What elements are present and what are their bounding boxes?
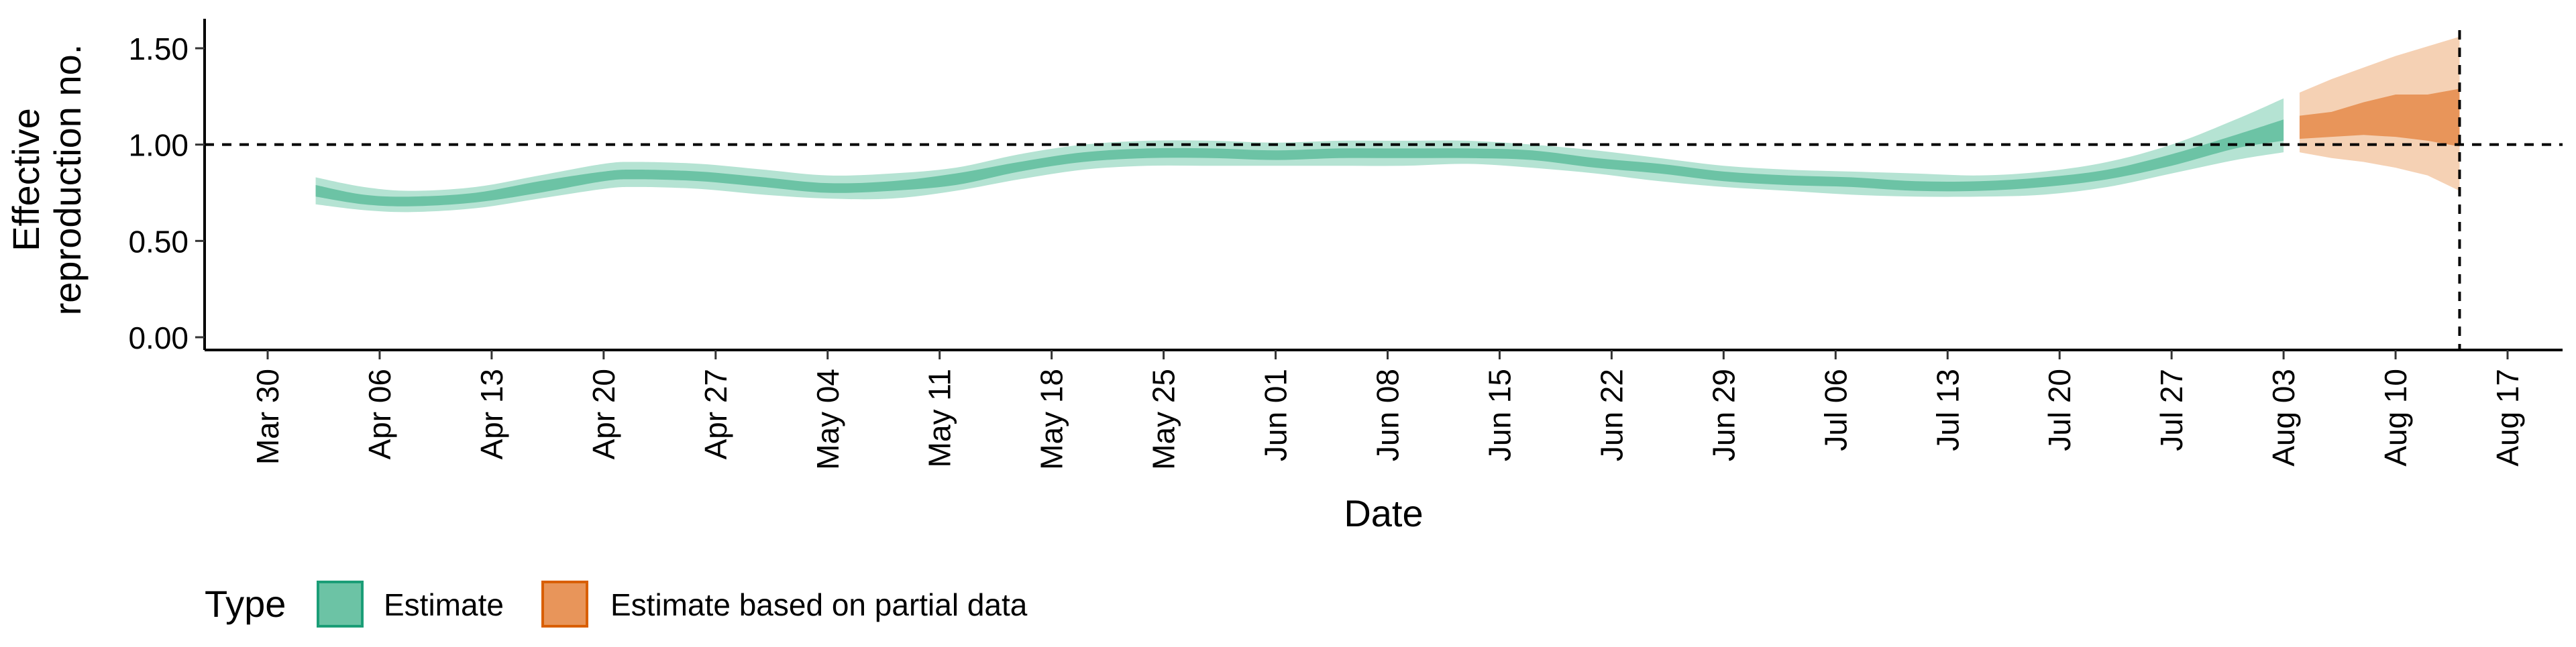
x-axis-title: Date (1344, 492, 1423, 534)
x-tick-label: May 18 (1034, 369, 1069, 470)
estimate-band-50 (315, 119, 2284, 207)
legend-label-estimate: Estimate (384, 587, 504, 622)
legend: Type Estimate Estimate based on partial da… (205, 581, 1028, 628)
x-tick-label: Jun 15 (1482, 369, 1517, 461)
y-tick-label: 0.50 (128, 224, 189, 259)
y-tick-label: 1.50 (128, 32, 189, 66)
y-axis-title-line: reproduction no. (46, 44, 89, 316)
x-tick-label: Apr 27 (698, 369, 733, 460)
x-tick-label: Jun 08 (1371, 369, 1405, 461)
legend-label-partial: Estimate based on partial data (610, 587, 1028, 622)
x-tick-label: May 25 (1146, 369, 1181, 470)
x-tick-label: Jun 29 (1706, 369, 1741, 461)
y-axis-title: Effective reproduction no. (5, 44, 89, 316)
x-tick-label: Jul 06 (1818, 369, 1853, 451)
x-tick-label: Aug 03 (2266, 369, 2301, 467)
x-tick-label: May 11 (922, 369, 957, 467)
x-tick-label: Apr 20 (586, 369, 621, 460)
x-tick-label: Jun 01 (1258, 369, 1293, 461)
x-tick-label: Apr 06 (362, 369, 397, 460)
x-tick-label: Jul 27 (2154, 369, 2189, 451)
y-tick-label: 1.00 (128, 128, 189, 163)
x-tick-label: Jun 22 (1594, 369, 1629, 461)
y-tick-label: 0.00 (128, 320, 189, 355)
legend-swatch-estimate (317, 581, 364, 628)
legend-swatch-partial (541, 581, 588, 628)
x-tick-label: Apr 13 (474, 369, 509, 460)
x-tick-label: Jul 20 (2042, 369, 2077, 451)
reference-lines (205, 30, 2563, 350)
x-tick-label: Mar 30 (250, 369, 285, 465)
x-tick-label: Aug 10 (2378, 369, 2413, 467)
x-tick-label: Aug 17 (2490, 369, 2525, 467)
partial-band-50 (2299, 89, 2460, 147)
bands-layer (315, 36, 2460, 213)
x-tick-label: Jul 13 (1930, 369, 1965, 451)
legend-title: Type (205, 583, 286, 625)
x-tick-label: May 04 (810, 369, 845, 470)
y-axis-title-line: Effective (5, 108, 47, 251)
axes-layer: 0.00 0.50 1.00 1.50 Mar 30 Apr 06 Apr 13 Apr 20… (128, 19, 2563, 470)
